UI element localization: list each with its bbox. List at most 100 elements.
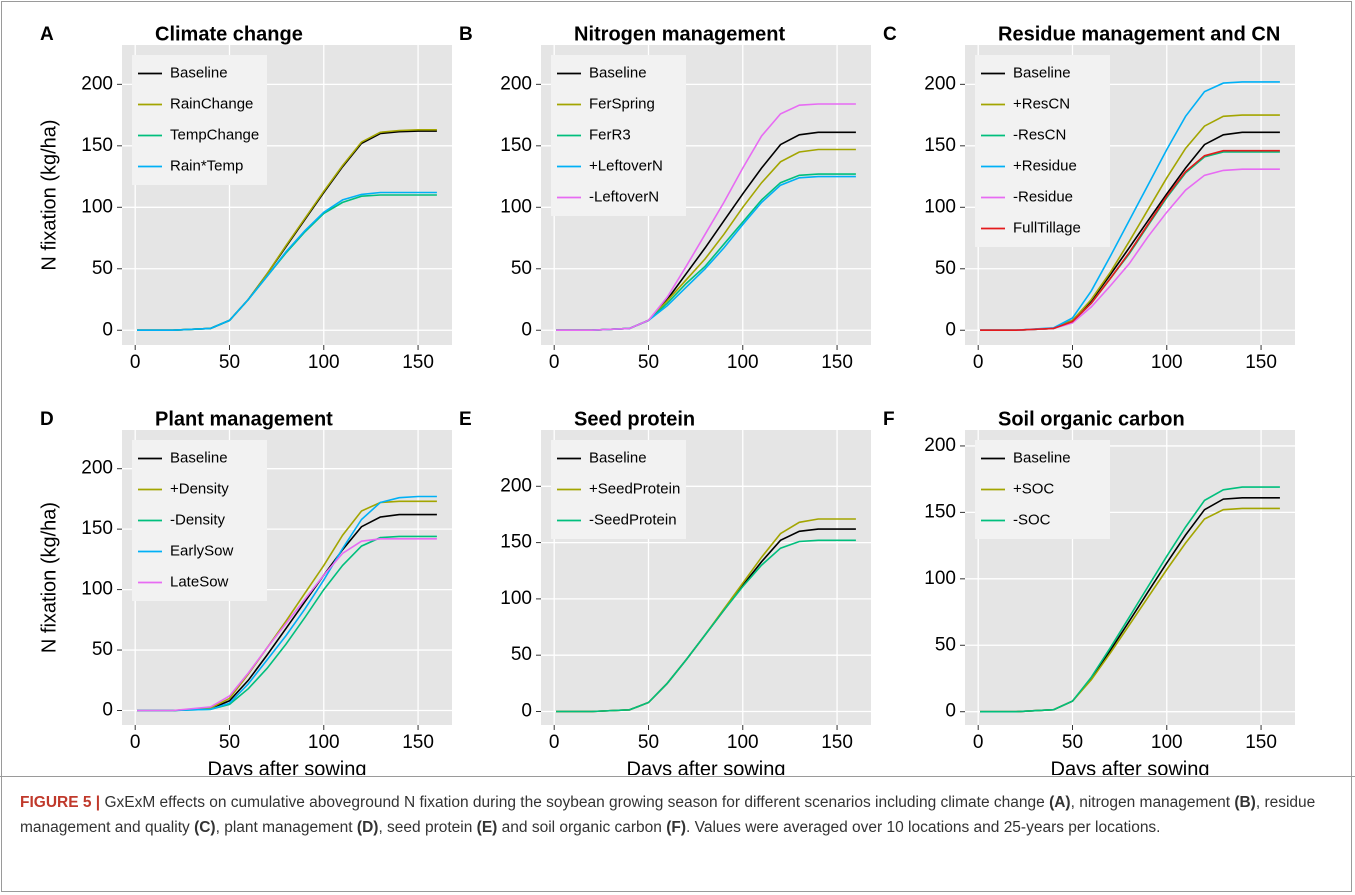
legend-label: FerR3 [589,126,631,143]
legend-label: Baseline [589,64,647,81]
x-tick-label: 150 [402,732,434,753]
y-tick-label: 100 [500,588,532,609]
legend-label: FerSpring [589,95,655,112]
caption-text: and soil organic carbon [497,819,667,836]
x-tick-label: 150 [1245,732,1277,753]
x-tick-label: 50 [219,352,240,373]
series-line [980,149,1280,331]
legend-label: +Density [170,480,229,497]
y-axis-label: N fixation (kg/ha) [38,502,60,653]
figure: 0 50 100 150 200 0 50 100 150 Baseline RainChange T… [38,23,1295,775]
y-tick-label: 50 [92,258,113,279]
y-tick-label: 150 [81,135,113,156]
caption-panel-ref: (F) [666,819,687,836]
caption-panel-ref: (C) [194,819,216,836]
x-tick-label: 50 [1062,352,1083,373]
chart-title: Seed protein [574,408,695,430]
caption-text: GxExM effects on cumulative aboveground … [100,794,1050,811]
x-tick-label: 100 [1151,352,1183,373]
y-tick-label: 200 [500,73,532,94]
legend-label: +SeedProtein [589,480,680,497]
chart-title: Plant management [155,408,333,430]
legend-box [975,55,1110,247]
caption-text: , nitrogen management [1070,794,1235,811]
x-axis-label: Days after sowing [1051,758,1210,775]
chart-title: Residue management and CN [998,23,1280,45]
x-tick-label: 50 [638,352,659,373]
chart-title: Nitrogen management [574,23,785,45]
x-tick-label: 50 [1062,732,1083,753]
series-line [137,191,437,331]
series-line [137,495,437,712]
y-tick-label: 100 [81,579,113,600]
y-tick-label: 200 [924,73,956,94]
legend-label: -Residue [1013,188,1073,205]
x-tick-label: 0 [549,352,560,373]
caption-panel-ref: (D) [356,819,379,836]
series-line [980,81,1280,331]
x-tick-label: 50 [638,732,659,753]
legend-label: Baseline [170,449,228,466]
y-tick-label: 150 [924,501,956,522]
panel-letter: D [40,409,54,430]
y-tick-label: 150 [500,135,532,156]
legend-label: +LeftoverN [589,157,663,174]
caption-text: . Values were averaged over 10 locations… [686,819,1161,836]
y-tick-label: 0 [945,319,956,340]
y-tick-label: 50 [511,644,532,665]
legend-label: -Density [170,511,226,528]
x-tick-label: 150 [821,352,853,373]
x-axis-label: Days after sowing [208,758,367,775]
legend-box [132,55,267,185]
x-tick-label: 100 [1151,732,1183,753]
caption-text: , plant management [215,819,357,836]
legend-label: -LeftoverN [589,188,659,205]
caption-text: , seed protein [378,819,477,836]
x-axis-label: Days after sowing [627,758,786,775]
chart-title: Soil organic carbon [998,408,1185,430]
y-tick-label: 50 [511,258,532,279]
caption-rule [0,776,1355,777]
y-tick-label: 0 [102,319,113,340]
y-tick-label: 0 [945,701,956,722]
y-tick-label: 200 [81,458,113,479]
legend-label: LateSow [170,573,229,590]
legend-label: +ResCN [1013,95,1070,112]
legend-label: -SOC [1013,511,1051,528]
legend-label: RainChange [170,95,253,112]
y-tick-label: 200 [924,435,956,456]
caption-text: , residue management and quality [20,794,1316,836]
series-line [556,539,856,713]
caption-panel-ref: (E) [476,819,498,836]
x-tick-label: 150 [402,352,434,373]
legend-label: Baseline [170,64,228,81]
legend-label: Baseline [1013,64,1071,81]
y-tick-label: 50 [935,258,956,279]
caption-panel-ref: (A) [1049,794,1071,811]
panel-letter: F [883,409,895,430]
x-tick-label: 150 [821,732,853,753]
y-tick-label: 150 [500,532,532,553]
legend-label: Baseline [1013,449,1071,466]
x-tick-label: 100 [727,732,759,753]
series-line [137,513,437,712]
y-tick-label: 200 [81,73,113,94]
x-tick-label: 100 [727,352,759,373]
x-tick-label: 0 [549,732,560,753]
series-line [980,486,1280,713]
x-tick-label: 0 [973,352,984,373]
y-tick-label: 50 [92,639,113,660]
panel-letter: A [40,24,54,45]
x-tick-label: 150 [1245,352,1277,373]
x-tick-label: 100 [308,352,340,373]
legend-label: FullTillage [1013,219,1081,236]
legend-label: +SOC [1013,480,1054,497]
y-tick-label: 0 [102,700,113,721]
legend-label: Baseline [589,449,647,466]
legend-label: +Residue [1013,157,1077,174]
series-line [137,500,437,712]
series-line [556,103,856,331]
legend-label: EarlySow [170,542,234,559]
chart-title: Climate change [155,23,303,45]
y-tick-label: 200 [500,475,532,496]
